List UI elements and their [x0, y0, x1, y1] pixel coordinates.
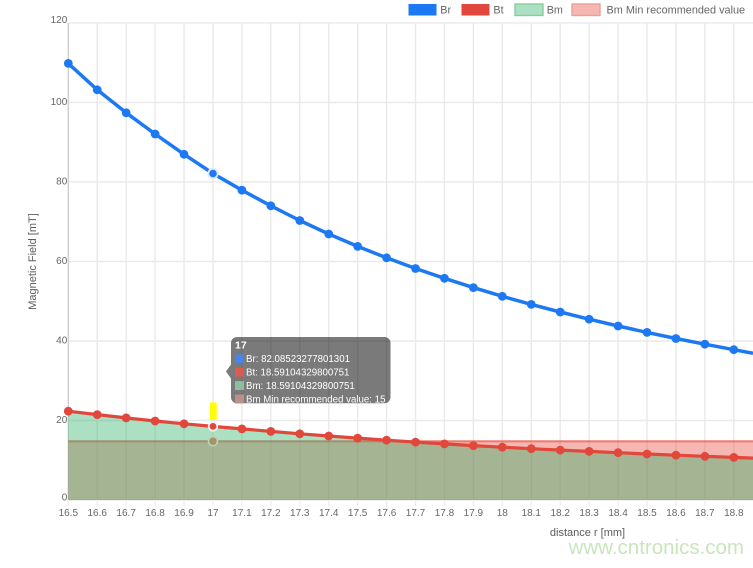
- svg-text:17.7: 17.7: [406, 508, 426, 519]
- svg-text:16.9: 16.9: [174, 508, 194, 519]
- svg-text:18.3: 18.3: [579, 508, 599, 519]
- svg-text:18.5: 18.5: [637, 508, 657, 519]
- svg-text:16.6: 16.6: [87, 508, 107, 519]
- svg-text:17.5: 17.5: [348, 508, 368, 519]
- svg-text:18: 18: [497, 508, 509, 519]
- svg-text:Bm Min recommended value: Bm Min recommended value: [607, 4, 746, 16]
- svg-text:17: 17: [235, 340, 247, 352]
- svg-text:17.6: 17.6: [377, 508, 397, 519]
- svg-text:17.3: 17.3: [290, 508, 310, 519]
- svg-text:18.1: 18.1: [522, 508, 542, 519]
- svg-text:120: 120: [51, 15, 68, 26]
- svg-text:distance r [mm]: distance r [mm]: [550, 527, 625, 539]
- svg-text:17: 17: [207, 508, 219, 519]
- svg-text:16.5: 16.5: [59, 508, 79, 519]
- svg-text:16.7: 16.7: [116, 508, 136, 519]
- svg-text:60: 60: [56, 256, 68, 267]
- svg-text:Bm: 18.59104329800751: Bm: 18.59104329800751: [246, 381, 355, 392]
- svg-text:18.7: 18.7: [695, 508, 715, 519]
- svg-text:Br: Br: [440, 4, 451, 16]
- svg-text:18.2: 18.2: [550, 508, 570, 519]
- svg-text:20: 20: [56, 415, 68, 426]
- svg-text:18.6: 18.6: [666, 508, 686, 519]
- svg-text:80: 80: [56, 177, 68, 188]
- svg-text:17.9: 17.9: [464, 508, 484, 519]
- svg-text:100: 100: [51, 97, 68, 108]
- svg-text:Bm: Bm: [547, 4, 563, 16]
- svg-text:17.1: 17.1: [232, 508, 252, 519]
- svg-text:Br: 82.08523277801301: Br: 82.08523277801301: [246, 354, 350, 365]
- svg-text:Magnetic Field [mT]: Magnetic Field [mT]: [27, 213, 39, 310]
- svg-text:18.4: 18.4: [608, 508, 628, 519]
- svg-text:17.4: 17.4: [319, 508, 339, 519]
- svg-text:40: 40: [56, 336, 68, 347]
- svg-text:16.8: 16.8: [145, 508, 165, 519]
- svg-text:0: 0: [62, 492, 68, 503]
- svg-text:Bt: 18.59104329800751: Bt: 18.59104329800751: [246, 368, 349, 379]
- svg-text:Bm Min recommended value: 15: Bm Min recommended value: 15: [246, 394, 385, 405]
- svg-text:18.8: 18.8: [724, 508, 744, 519]
- svg-text:www.cntronics.com: www.cntronics.com: [568, 536, 744, 559]
- svg-text:Bt: Bt: [493, 4, 503, 16]
- svg-text:17.2: 17.2: [261, 508, 281, 519]
- svg-text:17.8: 17.8: [435, 508, 455, 519]
